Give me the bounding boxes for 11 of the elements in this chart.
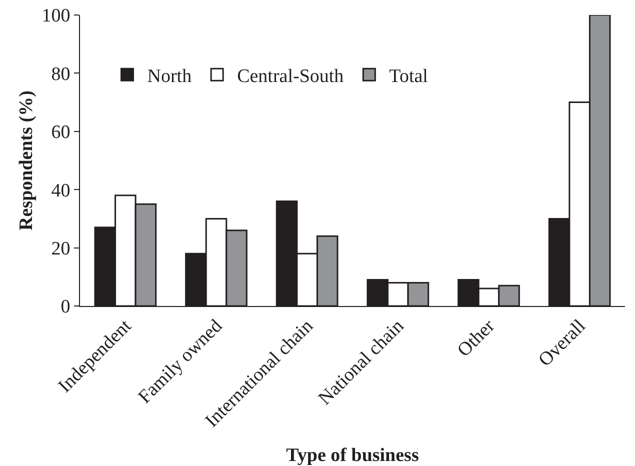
legend-label: Total bbox=[389, 66, 428, 87]
x-axis-title: Type of business bbox=[286, 445, 419, 466]
y-tick-label: 20 bbox=[51, 238, 70, 260]
y-tick-label: 100 bbox=[42, 6, 70, 27]
y-tick-label: 60 bbox=[51, 122, 70, 144]
legend-label: North bbox=[147, 66, 192, 87]
y-axis-title: Respondents (%) bbox=[16, 90, 37, 230]
y-tick-label: 40 bbox=[51, 180, 70, 202]
y-tick-label: 80 bbox=[51, 64, 70, 85]
legend-label: Central-South bbox=[237, 66, 344, 87]
y-tick-label: 0 bbox=[60, 296, 70, 318]
